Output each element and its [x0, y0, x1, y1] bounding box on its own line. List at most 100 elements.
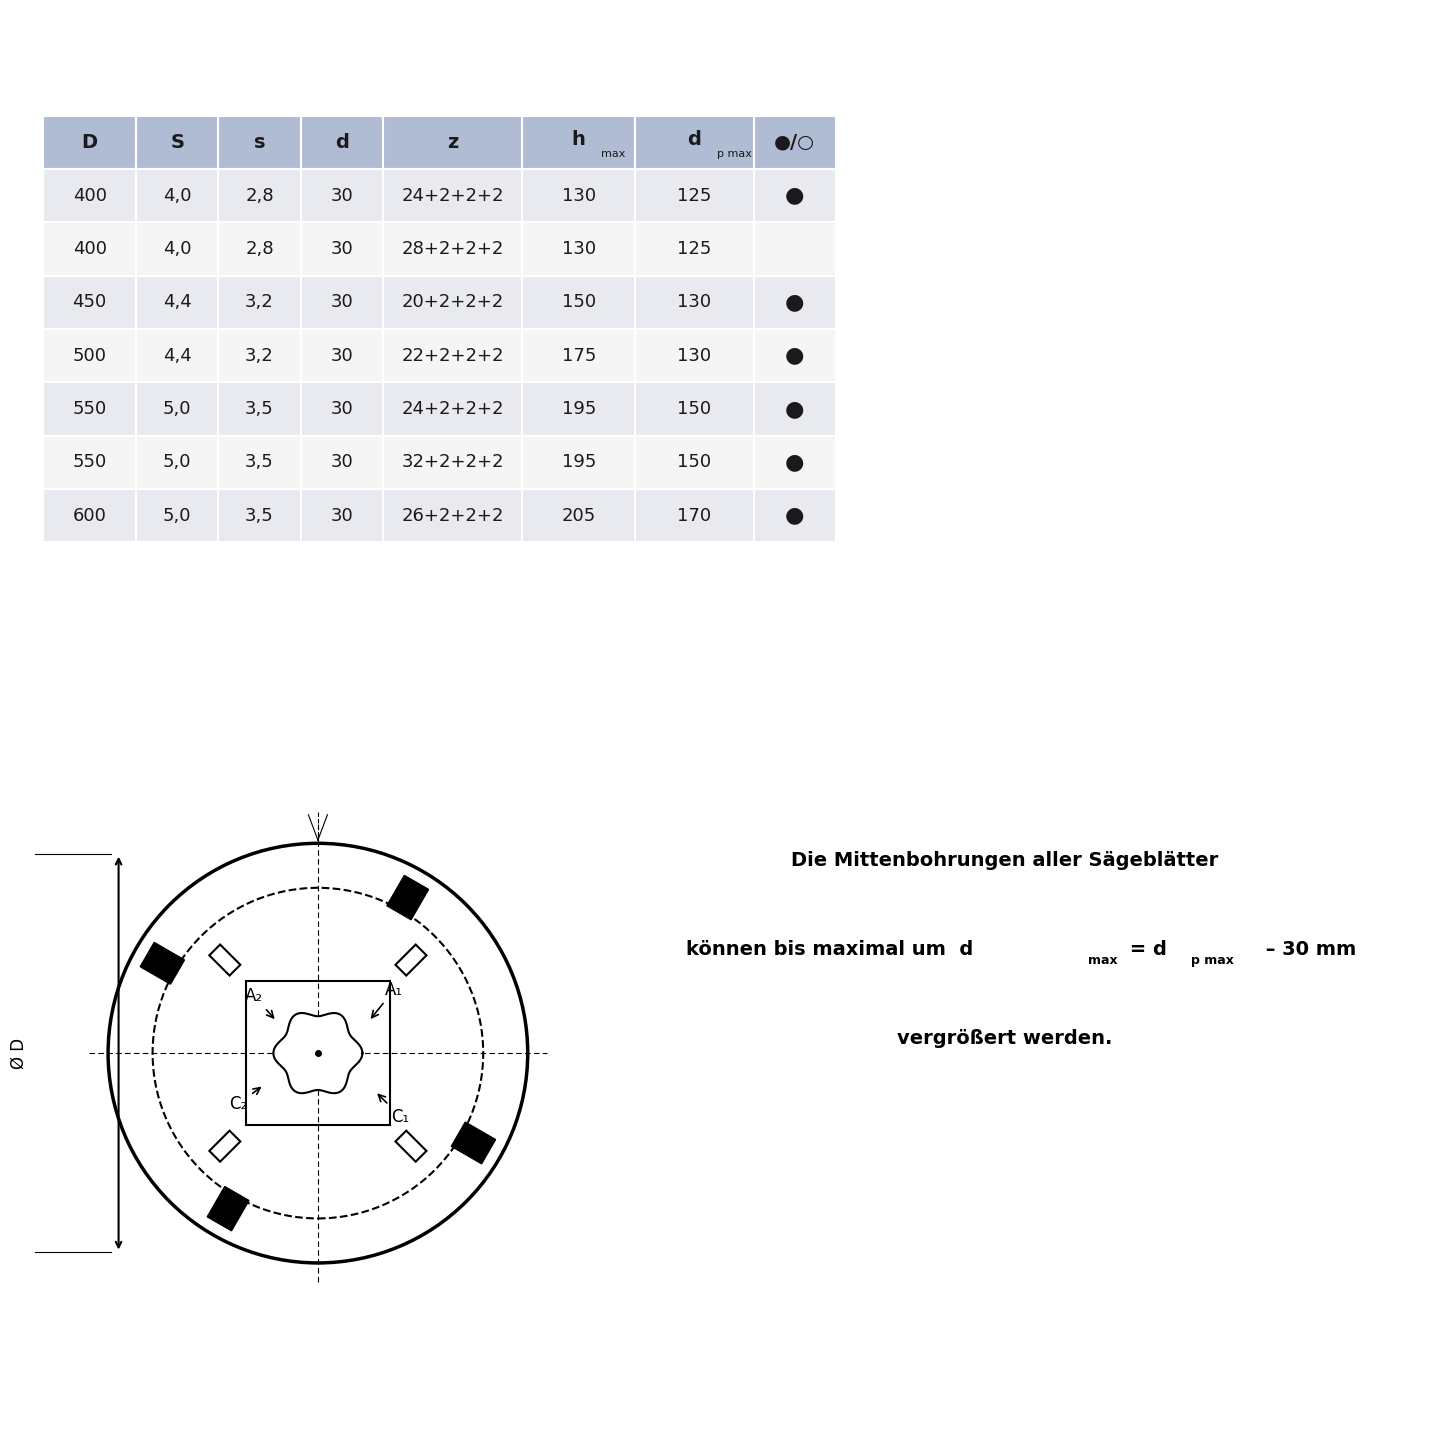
Text: A₁: A₁	[371, 981, 403, 1017]
Text: max: max	[601, 149, 626, 159]
Text: z: z	[447, 133, 458, 152]
Text: S: S	[171, 133, 184, 152]
Text: 130: 130	[562, 240, 595, 257]
Bar	[522, 276, 636, 329]
Bar	[522, 381, 636, 435]
Bar	[218, 381, 301, 435]
Bar	[636, 435, 754, 488]
Bar	[383, 223, 522, 276]
Bar	[522, 329, 636, 381]
Text: vergrößert werden.: vergrößert werden.	[896, 1029, 1113, 1048]
Bar	[301, 276, 383, 329]
Bar	[383, 488, 522, 542]
Text: 5,0: 5,0	[163, 507, 191, 525]
Bar	[218, 116, 301, 169]
Text: s: s	[254, 133, 266, 152]
Text: 30: 30	[331, 454, 353, 471]
Bar	[754, 169, 837, 223]
Bar	[301, 329, 383, 381]
Polygon shape	[396, 1130, 426, 1162]
Text: ●: ●	[785, 506, 805, 526]
Bar	[136, 169, 218, 223]
Polygon shape	[246, 981, 390, 1126]
Bar	[383, 435, 522, 488]
Bar	[301, 381, 383, 435]
Text: 2,8: 2,8	[246, 186, 275, 205]
Text: 30: 30	[331, 400, 353, 418]
Polygon shape	[210, 1130, 240, 1162]
Text: ●: ●	[785, 185, 805, 205]
Text: 4,4: 4,4	[163, 293, 192, 311]
Text: 600: 600	[72, 507, 107, 525]
Text: 400: 400	[72, 186, 107, 205]
Text: 550: 550	[72, 454, 107, 471]
Text: 3,2: 3,2	[246, 347, 275, 364]
Text: – 30 mm: – 30 mm	[1259, 939, 1355, 958]
Bar	[636, 381, 754, 435]
Text: 3,5: 3,5	[246, 454, 275, 471]
Bar	[754, 223, 837, 276]
Text: Die Mittenbohrungen aller Sägeblätter: Die Mittenbohrungen aller Sägeblätter	[790, 851, 1218, 870]
Bar	[754, 488, 837, 542]
Text: 150: 150	[678, 400, 711, 418]
Text: können bis maximal um  d: können bis maximal um d	[686, 939, 974, 958]
Bar	[522, 169, 636, 223]
Text: 5,0: 5,0	[163, 400, 191, 418]
Bar	[43, 169, 136, 223]
Bar	[636, 488, 754, 542]
Bar	[383, 276, 522, 329]
Bar	[636, 169, 754, 223]
Text: C₂: C₂	[230, 1088, 260, 1113]
Bar	[522, 116, 636, 169]
Text: 125: 125	[678, 186, 712, 205]
Bar	[383, 116, 522, 169]
Text: 30: 30	[331, 347, 353, 364]
Bar	[383, 329, 522, 381]
Text: 450: 450	[72, 293, 107, 311]
Text: 28+2+2+2: 28+2+2+2	[402, 240, 504, 257]
Text: 130: 130	[678, 293, 711, 311]
Bar	[136, 329, 218, 381]
Bar	[218, 488, 301, 542]
Text: ●/○: ●/○	[775, 133, 815, 152]
Text: 26+2+2+2: 26+2+2+2	[402, 507, 504, 525]
Bar	[43, 329, 136, 381]
Bar	[218, 169, 301, 223]
Text: max: max	[1088, 954, 1117, 967]
Text: 20+2+2+2: 20+2+2+2	[402, 293, 504, 311]
Text: 4,0: 4,0	[163, 240, 191, 257]
Bar	[43, 223, 136, 276]
Polygon shape	[396, 945, 426, 975]
Bar	[218, 223, 301, 276]
Text: 22+2+2+2: 22+2+2+2	[402, 347, 504, 364]
Bar	[301, 488, 383, 542]
Bar	[43, 116, 136, 169]
Bar	[754, 116, 837, 169]
Bar	[754, 435, 837, 488]
Text: 2,8: 2,8	[246, 240, 275, 257]
Bar	[522, 435, 636, 488]
Text: 175: 175	[562, 347, 595, 364]
Bar	[754, 276, 837, 329]
Text: d: d	[688, 130, 701, 149]
Text: 130: 130	[678, 347, 711, 364]
Text: 500: 500	[72, 347, 107, 364]
Text: Ø D: Ø D	[10, 1038, 27, 1069]
Bar	[522, 223, 636, 276]
Bar	[136, 435, 218, 488]
Text: 195: 195	[562, 454, 595, 471]
Text: h: h	[572, 130, 585, 149]
Bar	[522, 488, 636, 542]
Bar	[383, 169, 522, 223]
Text: 30: 30	[331, 293, 353, 311]
Bar	[136, 223, 218, 276]
Text: C₁: C₁	[379, 1094, 409, 1126]
Text: 3,5: 3,5	[246, 507, 275, 525]
Polygon shape	[210, 945, 240, 975]
Text: 4,4: 4,4	[163, 347, 192, 364]
Bar	[636, 276, 754, 329]
Text: 24+2+2+2: 24+2+2+2	[402, 186, 504, 205]
Bar	[218, 329, 301, 381]
Text: 4,0: 4,0	[163, 186, 191, 205]
Bar	[136, 488, 218, 542]
